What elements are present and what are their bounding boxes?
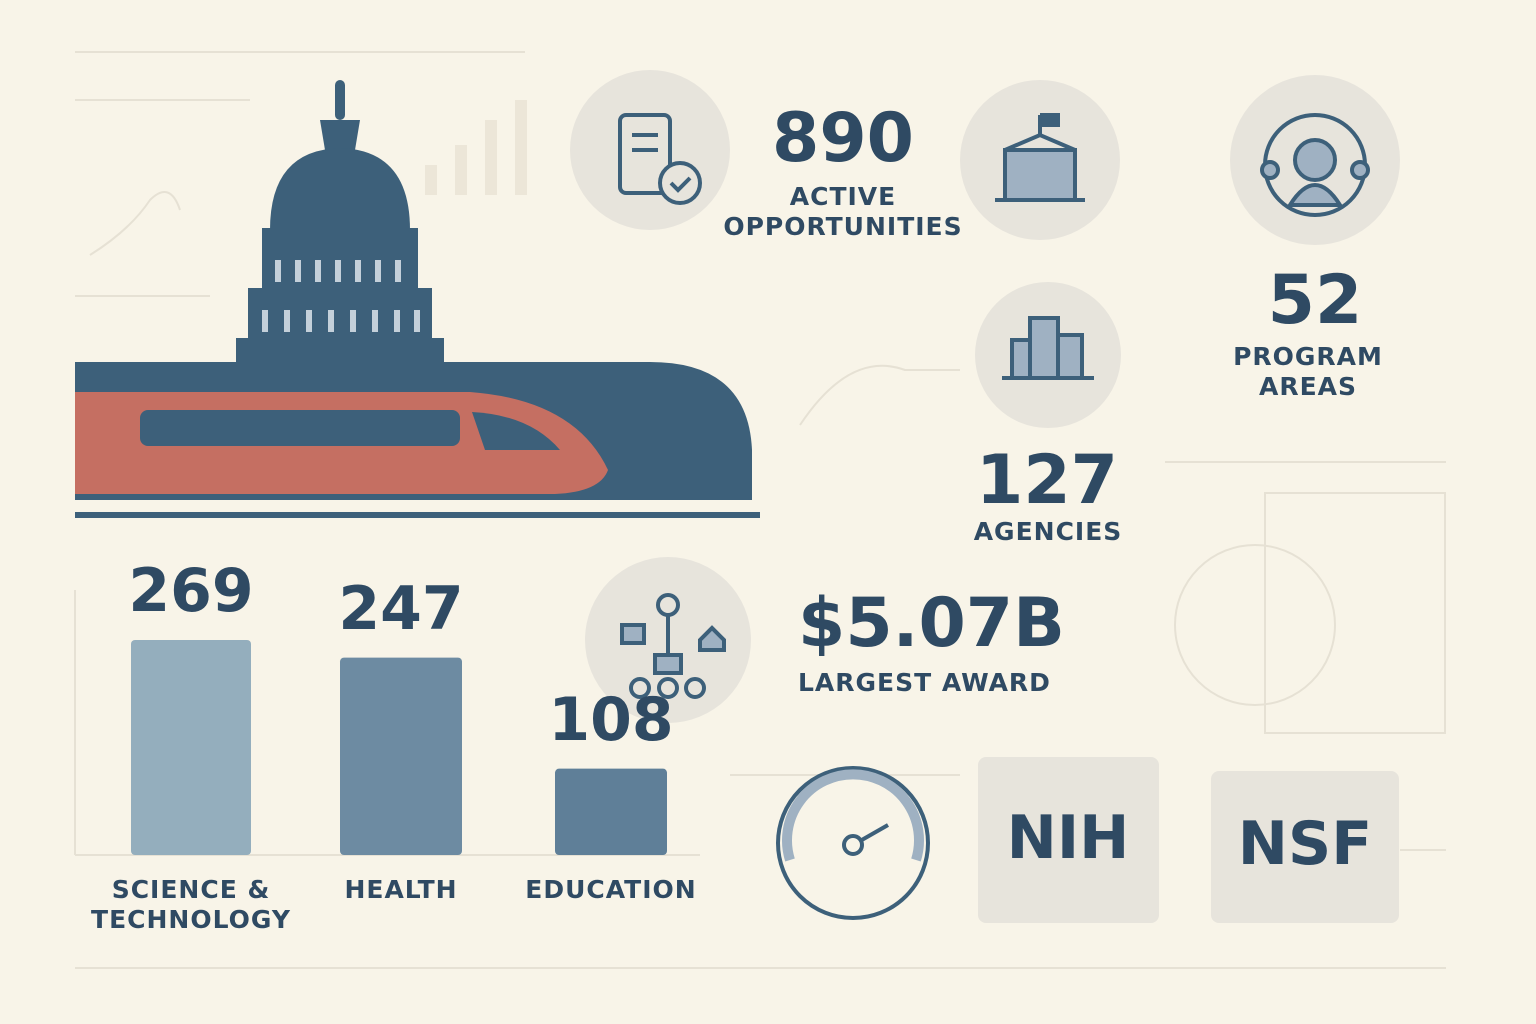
bar <box>340 657 462 855</box>
stat-value: 890 <box>772 99 914 178</box>
stat-value: $5.07B <box>798 584 1065 663</box>
stat-value: 52 <box>1267 261 1363 340</box>
badge: NSF <box>1237 809 1373 879</box>
bar <box>131 640 251 855</box>
background-bars <box>425 100 527 195</box>
bar <box>555 768 667 855</box>
stat-label: PROGRAM AREAS <box>1233 342 1383 401</box>
stat-label: ACTIVE OPPORTUNITIES <box>723 182 963 241</box>
value-label: 247 <box>338 573 464 644</box>
category-label: HEALTH <box>344 875 458 904</box>
train <box>75 362 760 518</box>
value-label: 108 <box>548 684 674 755</box>
category-label: SCIENCE & TECHNOLOGY <box>91 875 291 934</box>
badge: NIH <box>1006 803 1130 873</box>
stat-label: LARGEST AWARD <box>798 668 1051 697</box>
capitol <box>236 80 444 368</box>
stat-label: AGENCIES <box>973 517 1123 546</box>
icons <box>618 113 1370 920</box>
category-label: EDUCATION <box>525 875 697 904</box>
stat-value: 127 <box>976 441 1118 520</box>
value-label: 269 <box>128 556 254 626</box>
